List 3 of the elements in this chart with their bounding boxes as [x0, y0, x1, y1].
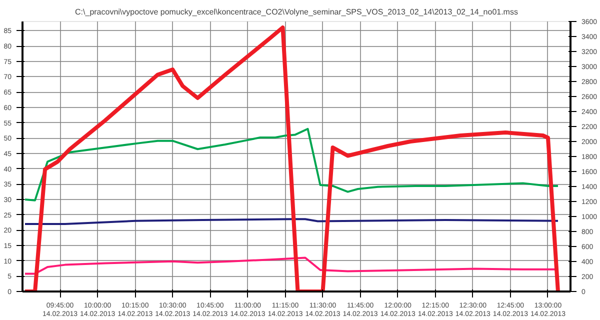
- chart-title: C:\_pracovni\vypoctove pomucky_excel\koncentrace_CO2\Volyne_seminar_SPS_VOS_2013_02_14\2013_02_14_no01.mss: [75, 8, 518, 16]
- line-series: [24, 128, 559, 202]
- line-series: [23, 26, 560, 292]
